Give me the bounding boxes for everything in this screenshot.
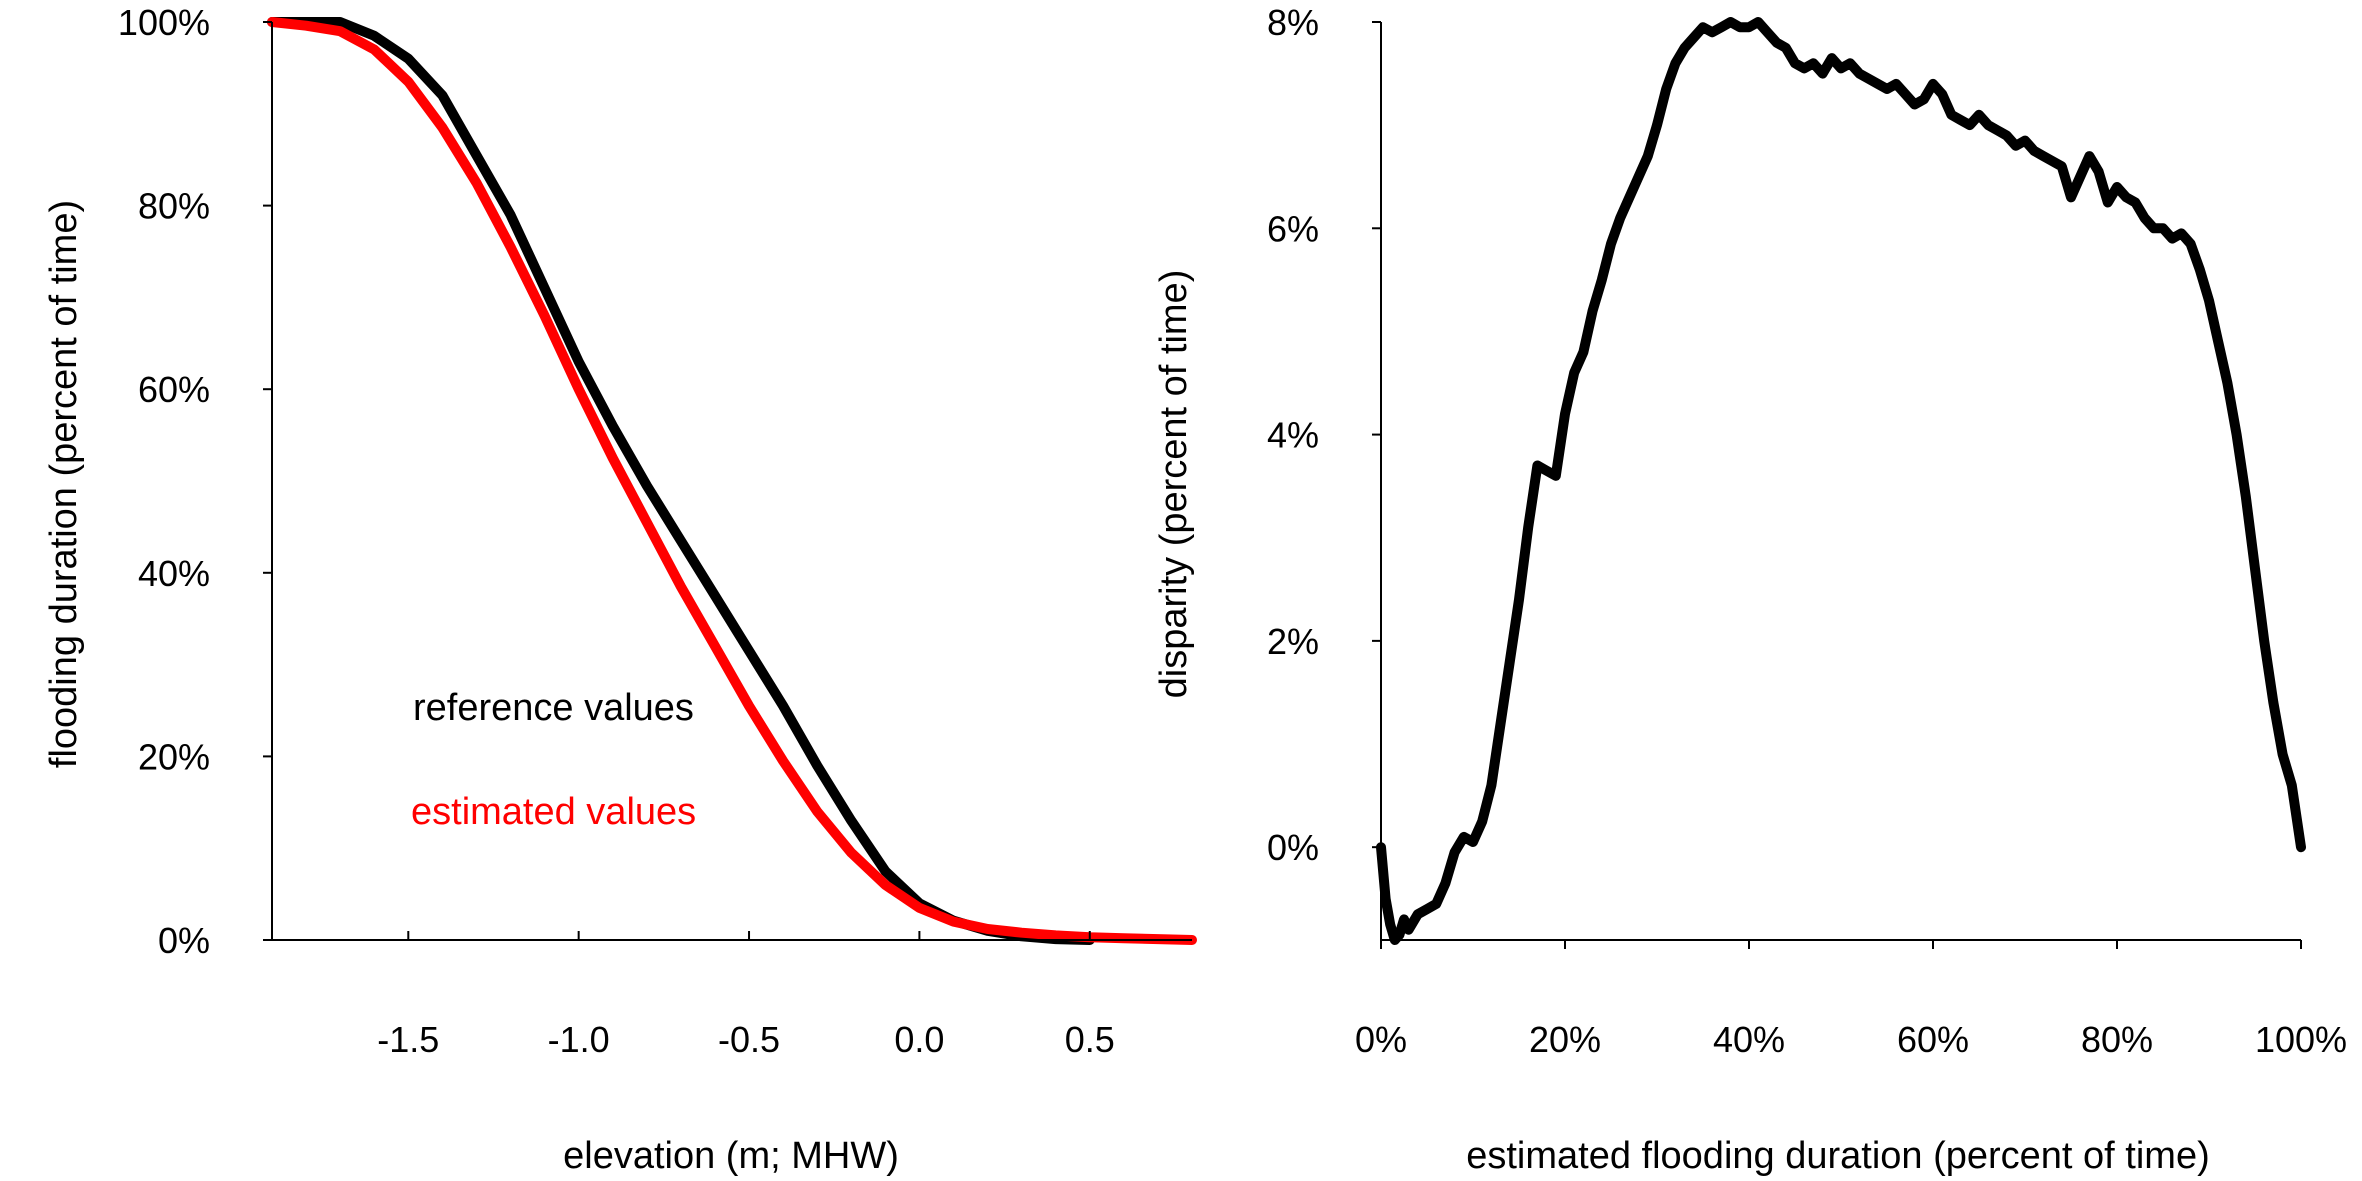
p2-y-tick-label: 2%: [1267, 621, 1319, 662]
p2-series-line-disparity: [1376, 17, 2306, 945]
panel-flooding-vs-elevation: 0% 20% 40% 60% 80% 100% -1.5 -1.0 -0.5 0.0 0.5 el…: [43, 2, 1197, 1177]
p2-x-tick-label: 80%: [2081, 1019, 2153, 1060]
p1-x-tick-label: -1.0: [548, 1019, 610, 1060]
p1-series-line-estimated-values: [267, 17, 1197, 945]
p2-y-tick-label: 0%: [1267, 827, 1319, 868]
panel-disparity: 0% 2% 4% 6% 8% 0% 20% 40% 60% 80% 100% estimated …: [1153, 2, 2347, 1177]
p2-series-group: [1376, 17, 2306, 945]
p2-x-tick-label: 0%: [1355, 1019, 1407, 1060]
p1-y-ticks: 0% 20% 40% 60% 80% 100%: [118, 2, 272, 961]
p1-series-group: [267, 17, 1197, 945]
p1-x-tick-label: -1.5: [377, 1019, 439, 1060]
p1-y-tick-label: 80%: [138, 186, 210, 227]
p2-y-tick-label: 4%: [1267, 415, 1319, 456]
p1-y-tick-label: 0%: [158, 920, 210, 961]
p2-y-ticks: 0% 2% 4% 6% 8%: [1267, 2, 1381, 868]
p1-y-tick-label: 40%: [138, 553, 210, 594]
legend-estimated-values: estimated values: [411, 791, 696, 833]
p2-y-tick-label: 6%: [1267, 208, 1319, 249]
p2-x-tick-label: 40%: [1713, 1019, 1785, 1060]
p2-x-axis-title: estimated flooding duration (percent of …: [1466, 1135, 2210, 1177]
p2-x-ticks: 0% 20% 40% 60% 80% 100%: [1355, 940, 2347, 1060]
legend-reference-values: reference values: [413, 687, 694, 729]
p1-x-tick-label: 0.0: [894, 1019, 944, 1060]
p1-y-tick-label: 60%: [138, 369, 210, 410]
p2-x-tick-label: 20%: [1529, 1019, 1601, 1060]
p1-y-tick-label: 20%: [138, 736, 210, 777]
p2-y-tick-label: 8%: [1267, 2, 1319, 43]
p2-x-tick-label: 60%: [1897, 1019, 1969, 1060]
p1-x-ticks: -1.5 -1.0 -0.5 0.0 0.5: [377, 931, 1115, 1060]
p2-y-axis-title: disparity (percent of time): [1153, 270, 1195, 699]
p1-x-tick-label: 0.5: [1065, 1019, 1115, 1060]
p2-x-tick-label: 100%: [2255, 1019, 2347, 1060]
p1-x-axis-title: elevation (m; MHW): [563, 1135, 899, 1177]
p1-y-axis-title: flooding duration (percent of time): [43, 200, 85, 768]
p1-y-tick-label: 100%: [118, 2, 210, 43]
p1-x-tick-label: -0.5: [718, 1019, 780, 1060]
